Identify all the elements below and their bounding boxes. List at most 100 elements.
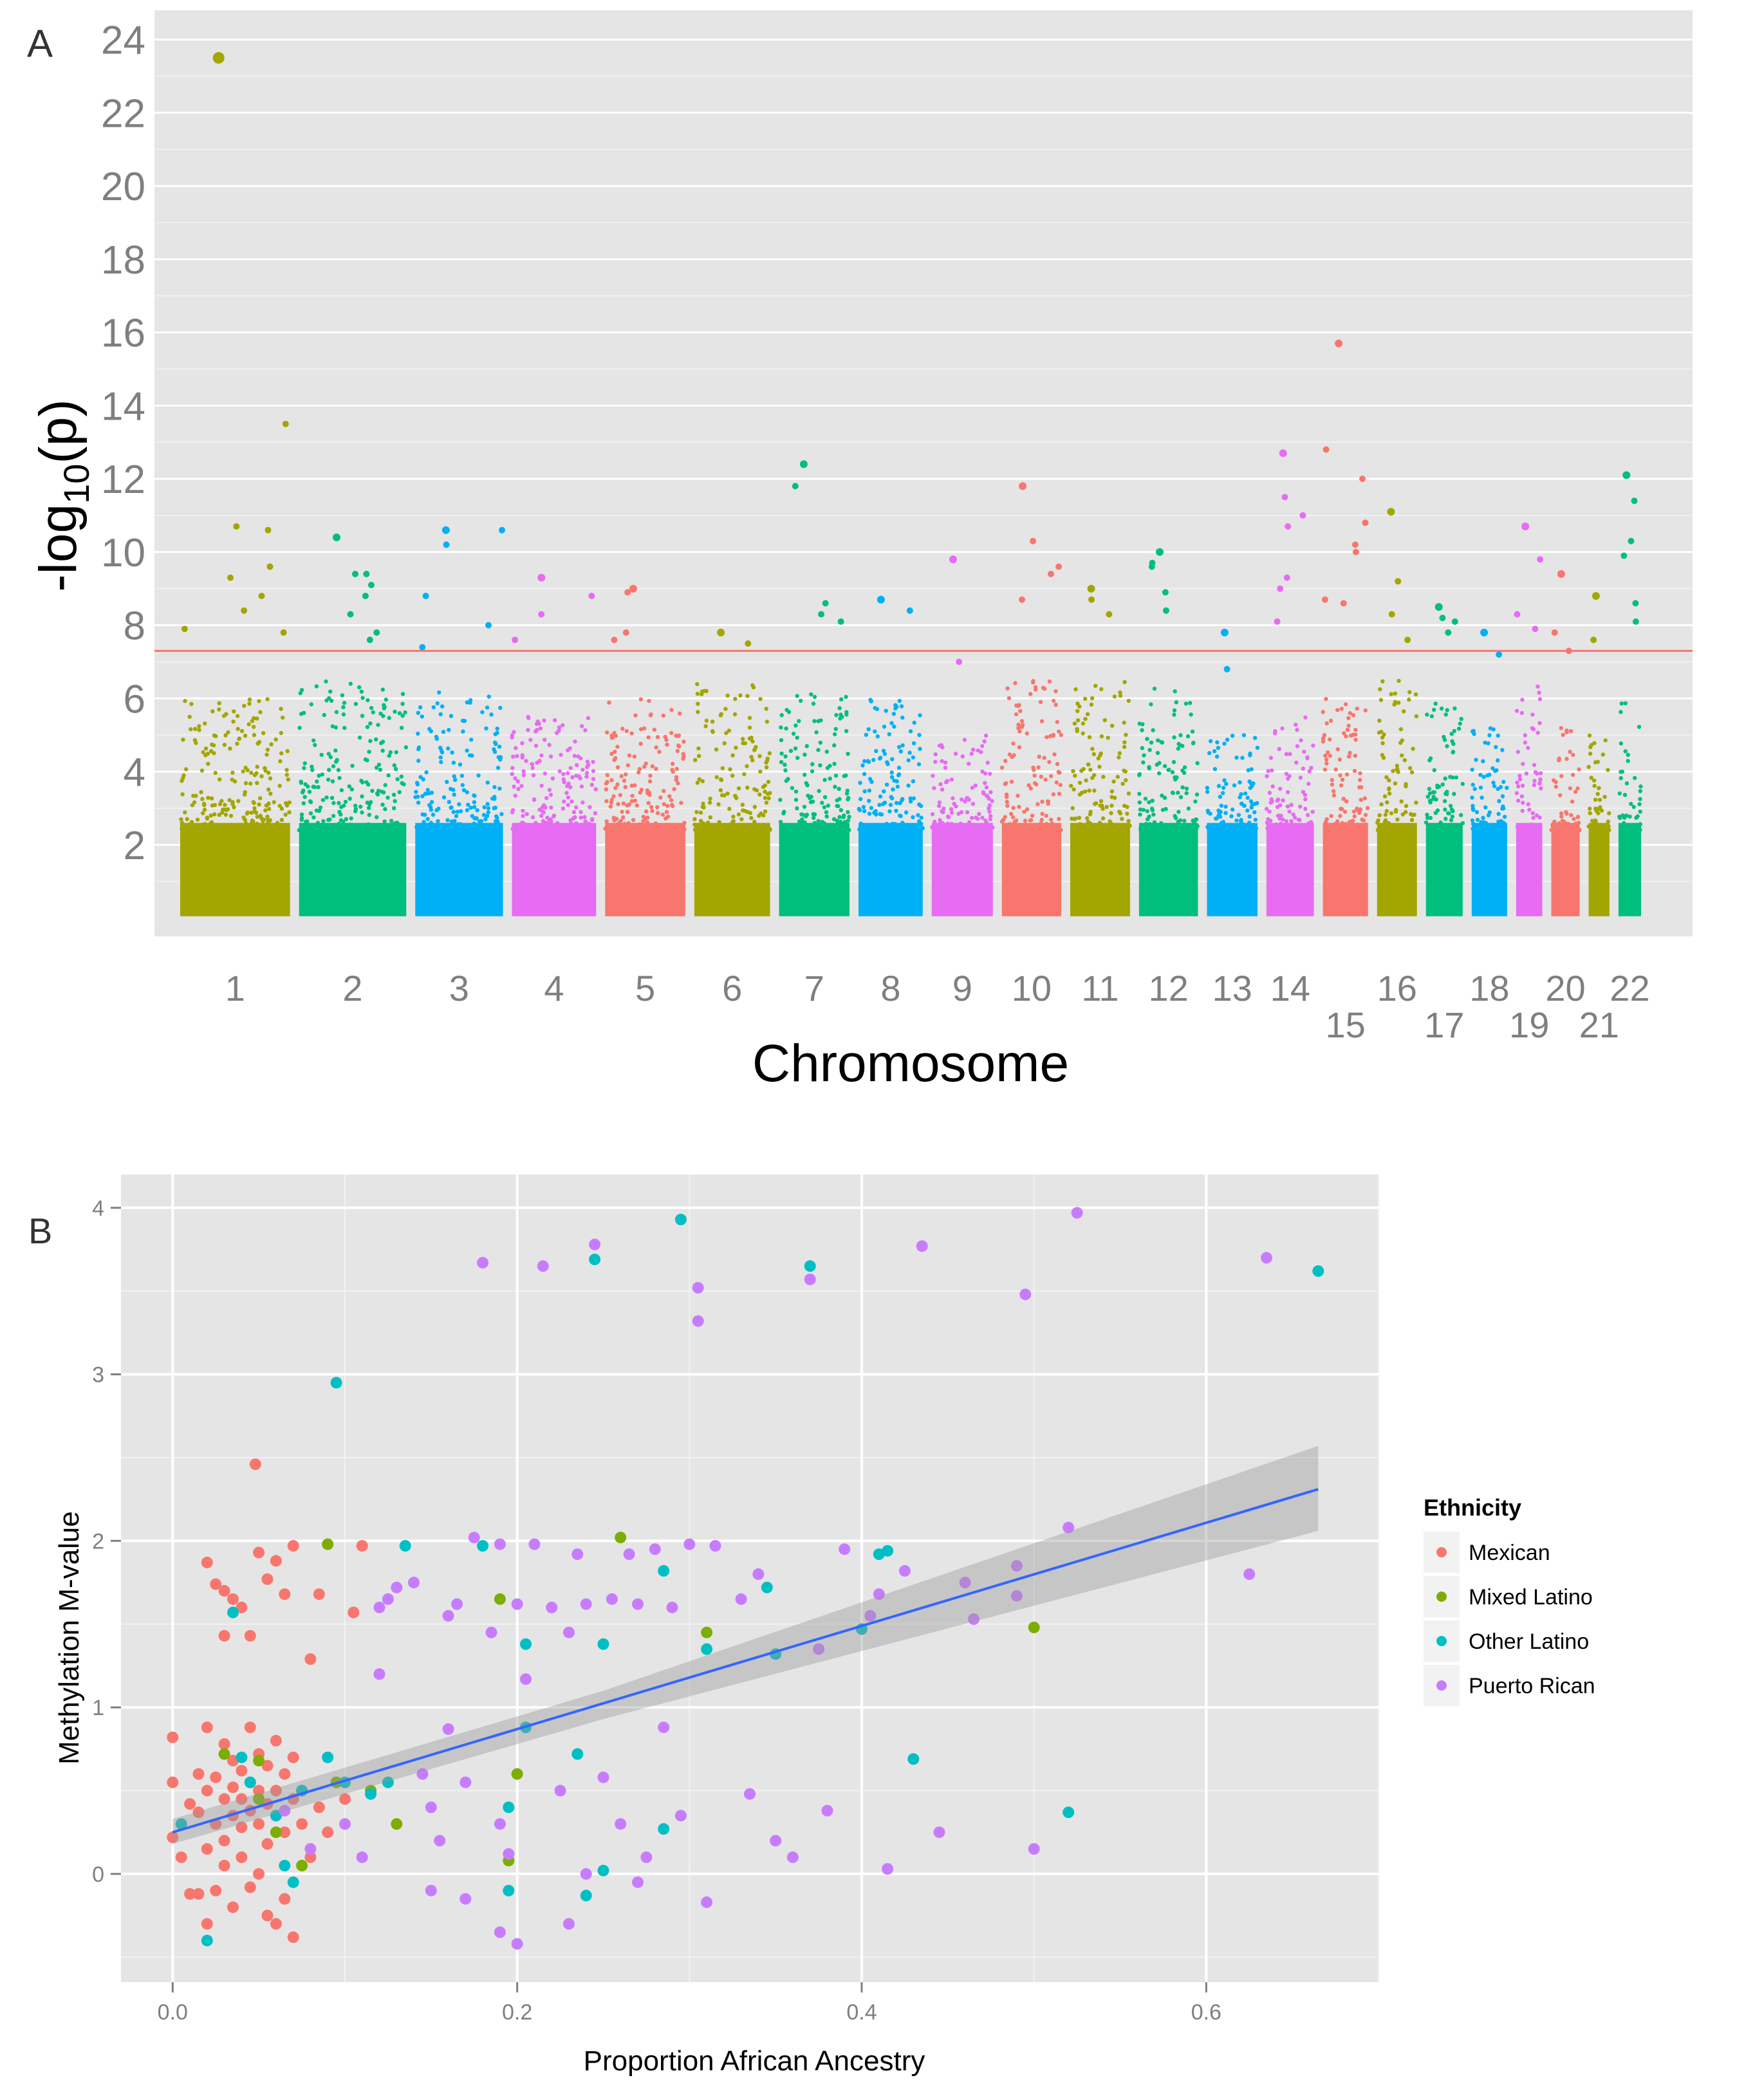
snp-point	[1295, 744, 1300, 748]
snp-point	[1424, 820, 1429, 825]
snp-point	[472, 827, 476, 831]
snp-point	[284, 772, 289, 777]
snp-point	[1328, 718, 1333, 723]
snp-point	[519, 784, 524, 788]
significant-snp-point	[1388, 611, 1395, 618]
snp-point	[319, 752, 324, 757]
snp-point	[1535, 771, 1539, 776]
snp-point	[1449, 732, 1454, 736]
snp-point	[255, 814, 260, 819]
snp-point	[1626, 752, 1630, 757]
snp-point	[247, 701, 252, 706]
snp-point	[249, 770, 254, 775]
snp-point	[1227, 828, 1232, 832]
peak-snp-point	[629, 584, 637, 593]
snp-point	[569, 821, 573, 826]
snp-point	[987, 772, 992, 776]
snp-point	[609, 778, 614, 783]
snp-point	[266, 806, 272, 812]
snp-point	[189, 701, 194, 707]
x-tick-label: 14	[1270, 968, 1310, 1008]
snp-point	[1377, 813, 1382, 818]
snp-point	[908, 796, 913, 801]
snp-point	[1361, 828, 1366, 833]
snp-point	[745, 810, 750, 814]
snp-point	[1432, 768, 1436, 772]
data-point	[236, 1751, 248, 1763]
snp-point	[1147, 800, 1151, 804]
significant-snp-point	[265, 526, 272, 534]
snp-point	[1042, 756, 1046, 760]
snp-point	[1141, 760, 1146, 765]
y-tick-label: 16	[101, 311, 145, 356]
peak-snp-point	[333, 534, 340, 541]
snp-point	[469, 738, 474, 742]
snp-point	[1359, 797, 1363, 803]
snp-point	[1588, 811, 1592, 815]
snp-point	[1427, 758, 1432, 763]
snp-point	[1537, 697, 1543, 701]
snp-point	[983, 826, 988, 830]
x-tick-label: 0.2	[502, 2000, 532, 2025]
snp-point	[1440, 782, 1445, 787]
snp-point	[976, 748, 980, 753]
snp-point	[324, 679, 328, 684]
dense-point-block	[779, 822, 850, 916]
snp-point	[1187, 828, 1192, 833]
snp-point	[480, 710, 485, 714]
snp-point	[1391, 768, 1395, 774]
snp-point	[425, 817, 430, 821]
snp-point	[1526, 802, 1530, 806]
snp-point	[1389, 692, 1393, 696]
snp-point	[1303, 792, 1308, 797]
snp-point	[1340, 807, 1344, 812]
snp-point	[1099, 687, 1104, 692]
snp-point	[1360, 817, 1364, 822]
snp-point	[481, 813, 487, 817]
snp-point	[358, 804, 363, 809]
snp-point	[1551, 828, 1556, 833]
snp-point	[867, 799, 871, 803]
snp-point	[1520, 783, 1525, 788]
snp-point	[1344, 772, 1350, 777]
snp-point	[1558, 793, 1563, 797]
snp-point	[1111, 779, 1116, 784]
snp-point	[1407, 690, 1412, 694]
snp-point	[1626, 759, 1630, 763]
snp-point	[1122, 745, 1127, 749]
snp-point	[1568, 786, 1573, 791]
snp-point	[244, 821, 248, 826]
snp-point	[877, 803, 882, 807]
snp-point	[436, 806, 441, 811]
snp-point	[747, 725, 752, 730]
data-point	[839, 1543, 851, 1555]
snp-point	[1224, 781, 1229, 786]
x-tick-label: 21	[1579, 1005, 1619, 1045]
snp-point	[360, 696, 365, 700]
snp-point	[1030, 825, 1035, 830]
snp-point	[1571, 772, 1575, 777]
snp-point	[1084, 778, 1088, 783]
snp-point	[543, 738, 547, 742]
snp-point	[206, 761, 210, 766]
snp-point	[1598, 824, 1602, 828]
snp-point	[232, 709, 236, 714]
snp-point	[1587, 733, 1592, 738]
snp-point	[1088, 767, 1093, 772]
snp-point	[1575, 815, 1580, 820]
snp-point	[869, 806, 874, 810]
snp-point	[1010, 815, 1016, 820]
snp-point	[1118, 811, 1123, 816]
snp-point	[1059, 828, 1063, 832]
snp-point	[708, 796, 712, 801]
snp-point	[646, 735, 651, 739]
snp-point	[460, 774, 465, 778]
data-point	[933, 1826, 945, 1839]
snp-point	[247, 697, 252, 702]
data-point	[192, 1768, 205, 1780]
snp-point	[222, 743, 227, 747]
snp-point	[1501, 806, 1506, 811]
snp-point	[1277, 813, 1281, 818]
data-point	[382, 1776, 394, 1788]
snp-point	[580, 800, 585, 805]
